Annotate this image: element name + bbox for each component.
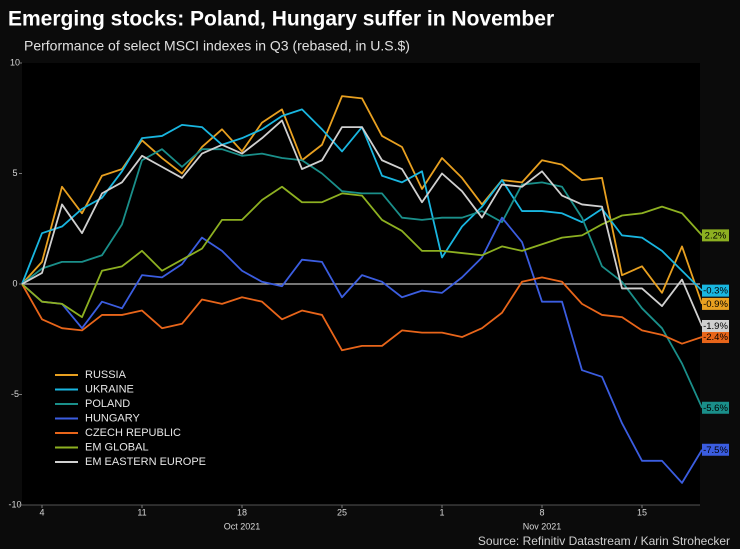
end-label: 2.2% [705, 230, 727, 241]
end-label: -7.5% [703, 445, 728, 456]
end-label-box [702, 297, 729, 310]
legend-label: UKRAINE [85, 383, 134, 395]
series-line [21, 276, 703, 352]
end-label-box [702, 331, 729, 344]
end-label: -2.4% [703, 332, 728, 343]
end-label-box [702, 443, 729, 456]
series-line [21, 119, 703, 327]
x-tick-label: 18 [237, 507, 247, 517]
y-tick-label: 10 [10, 57, 20, 67]
y-tick-label: 0 [12, 278, 17, 288]
end-label-box [702, 401, 729, 414]
chart-subtitle: Performance of select MSCI indexes in Q3… [24, 38, 410, 54]
end-label-box [702, 229, 729, 242]
end-label-box [702, 319, 729, 332]
legend-label: EM GLOBAL [85, 441, 149, 453]
y-tick-label: 5 [12, 168, 17, 178]
chart-title: Emerging stocks: Poland, Hungary suffer … [8, 8, 554, 31]
series-line [21, 148, 703, 409]
series-line [21, 185, 703, 319]
x-tick-label: 4 [39, 507, 44, 517]
x-tick-label: 8 [539, 507, 544, 517]
legend-label: HUNGARY [85, 412, 140, 424]
x-tick-label: 15 [637, 507, 647, 517]
end-label: -1.9% [703, 321, 728, 332]
x-tick-label: 25 [337, 507, 347, 517]
y-tick-label: -5 [11, 389, 19, 399]
series-line [21, 216, 703, 484]
y-tick-label: -10 [8, 499, 21, 509]
legend-label: POLAND [85, 398, 130, 410]
source: Source: Refinitiv Datastream / Karin Str… [478, 534, 730, 548]
end-label-box [702, 284, 729, 297]
end-label: -0.9% [703, 299, 728, 310]
x-tick-label: 11 [137, 507, 146, 517]
legend-label: EM EASTERN EUROPE [85, 456, 206, 468]
end-label: -0.3% [703, 286, 728, 297]
x-tick-label: 1 [439, 507, 444, 517]
legend-label: CZECH REPUBLIC [85, 427, 181, 439]
x-group-label: Oct 2021 [224, 521, 261, 531]
end-label: -5.6% [703, 403, 728, 414]
legend-label: RUSSIA [85, 369, 127, 381]
x-group-label: Nov 2021 [523, 521, 562, 531]
